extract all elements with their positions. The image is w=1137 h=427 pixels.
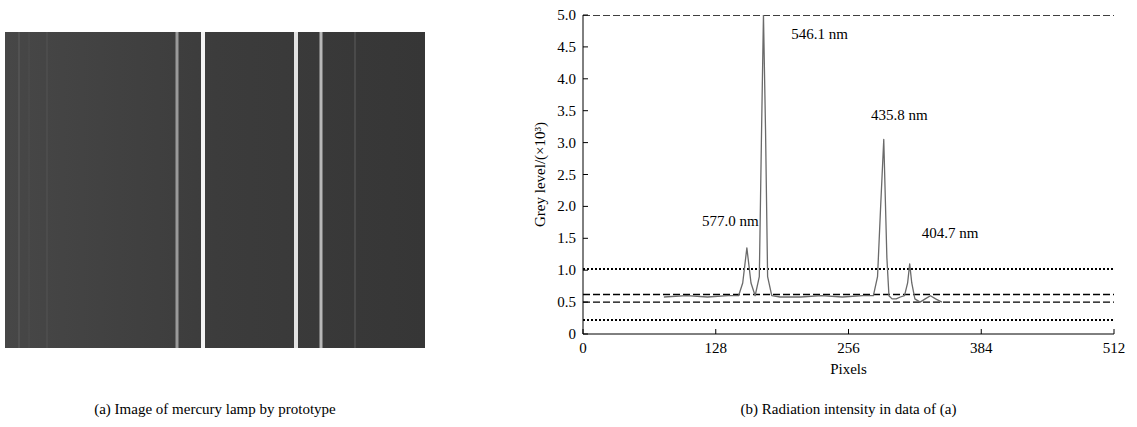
y-tick-label: 4.0 <box>557 71 576 87</box>
y-tick <box>583 110 588 111</box>
caption: (b) Radiation intensity in data of (a) <box>741 401 957 418</box>
reference-line <box>583 15 1114 16</box>
figure: (a) Image of mercury lamp by prototype00… <box>0 0 1137 427</box>
reference-line <box>583 301 1114 302</box>
x-tick <box>1114 329 1115 334</box>
lamp-image <box>5 32 425 348</box>
spectral-line <box>320 32 323 348</box>
x-tick-label: 128 <box>705 340 728 356</box>
x-tick <box>848 329 849 334</box>
reference-lines <box>583 15 1114 320</box>
spectral-line <box>201 32 205 348</box>
annotation: 404.7 nm <box>922 225 979 241</box>
reference-line <box>583 268 1114 270</box>
y-axis-title: Grey level/(×10³) <box>532 122 549 227</box>
y-tick <box>583 206 588 207</box>
spectral-line <box>354 32 356 348</box>
y-tick-label: 3.0 <box>557 135 576 151</box>
y-tick-label: 0.5 <box>557 294 576 310</box>
annotation: 577.0 nm <box>702 213 759 229</box>
spectral-line <box>176 32 179 348</box>
y-tick-label: 0 <box>569 326 577 342</box>
reference-line <box>583 294 1114 295</box>
x-tick-label: 512 <box>1103 340 1126 356</box>
x-tick-label: 384 <box>970 340 993 356</box>
x-tick-label: 256 <box>837 340 860 356</box>
y-tick <box>583 302 588 303</box>
y-tick <box>583 78 588 79</box>
y-tick <box>583 270 588 271</box>
annotation: 435.8 nm <box>871 107 928 123</box>
y-tick-label: 2.5 <box>557 167 576 183</box>
spectral-line <box>46 32 48 348</box>
y-tick <box>583 142 588 143</box>
y-tick-label: 1.5 <box>557 230 576 246</box>
y-tick <box>583 15 588 16</box>
reference-line <box>583 319 1114 321</box>
series <box>664 15 942 302</box>
x-tick <box>583 329 584 334</box>
x-tick-label: 0 <box>579 340 587 356</box>
x-axis-title: Pixels <box>830 361 867 377</box>
x-tick <box>715 329 716 334</box>
y-tick-label: 3.5 <box>557 103 576 119</box>
y-tick <box>583 174 588 175</box>
spectral-line <box>29 32 30 348</box>
y-tick <box>583 334 588 335</box>
y-tick-label: 5.0 <box>557 7 576 23</box>
intensity-line <box>664 15 942 302</box>
y-tick-label: 4.5 <box>557 39 576 55</box>
annotation: 546.1 nm <box>791 26 848 42</box>
caption: (a) Image of mercury lamp by prototype <box>94 401 336 418</box>
y-tick <box>583 238 588 239</box>
y-tick-label: 1.0 <box>557 262 576 278</box>
spectral-line <box>294 32 298 348</box>
y-tick <box>583 46 588 47</box>
image-ground <box>5 32 425 348</box>
spectral-line <box>18 32 20 348</box>
x-tick <box>981 329 982 334</box>
y-tick-label: 2.0 <box>557 198 576 214</box>
